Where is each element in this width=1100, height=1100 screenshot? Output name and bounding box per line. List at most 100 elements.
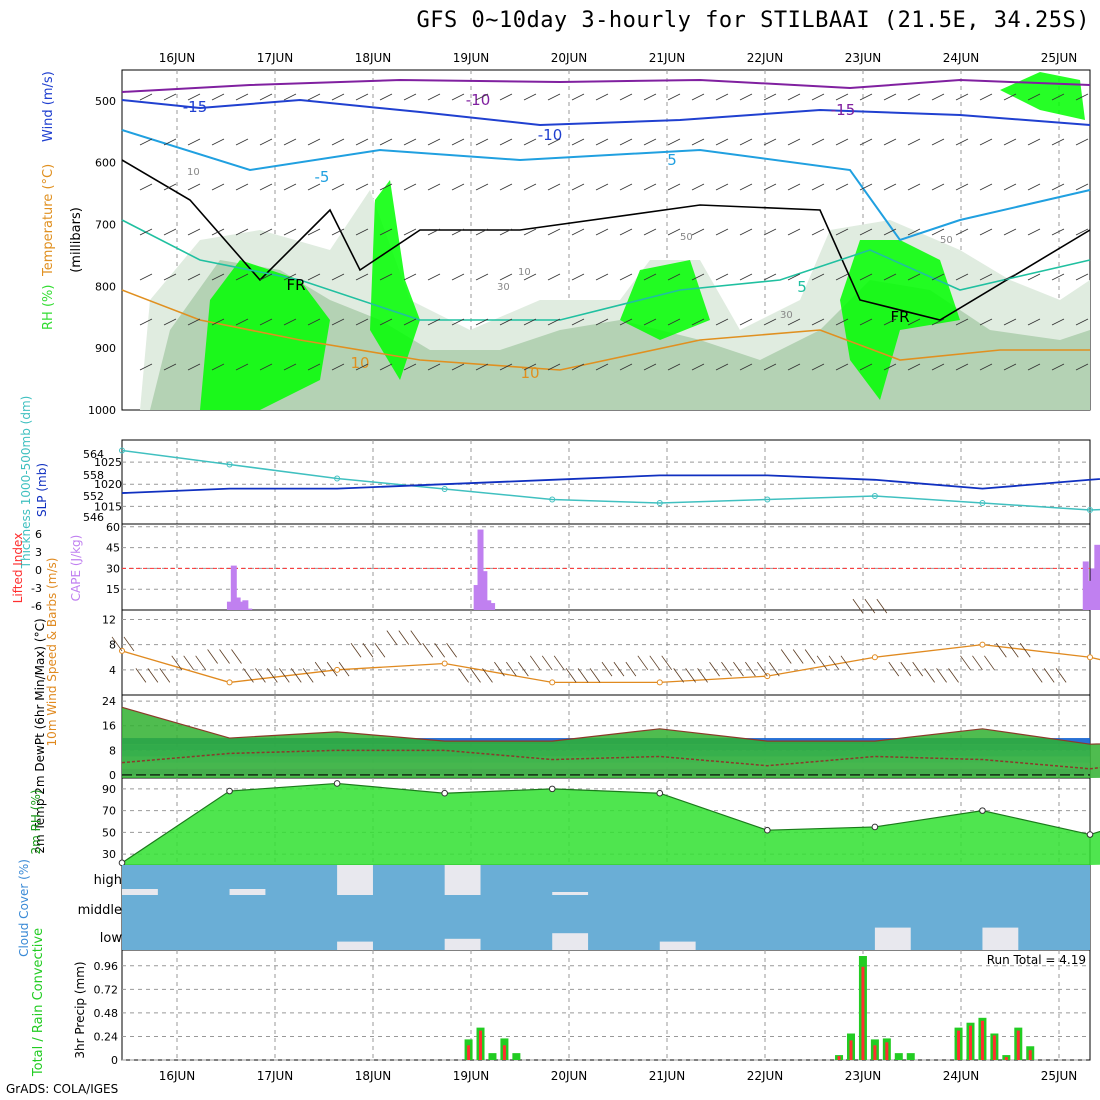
upper-wind-barb bbox=[571, 93, 585, 101]
wind-speed-line bbox=[121, 643, 1100, 684]
upper-wind-barb bbox=[1027, 93, 1041, 101]
upper-wind-barb bbox=[619, 228, 633, 236]
upper-wind-barb bbox=[163, 273, 177, 281]
upper-wind-barb bbox=[499, 93, 513, 101]
wind-tick-label: 12 bbox=[102, 613, 116, 626]
upper-wind-barb bbox=[403, 273, 417, 281]
upper-wind-barb bbox=[907, 228, 921, 236]
upper-wind-barb bbox=[859, 273, 873, 281]
wind-barb bbox=[972, 655, 983, 671]
upper-wind-barb bbox=[331, 318, 345, 326]
upper-wind-barb bbox=[979, 183, 993, 191]
upper-wind-barb bbox=[835, 273, 849, 281]
upper-wind-barb bbox=[355, 228, 369, 236]
upper-wind-barb bbox=[1027, 183, 1041, 191]
date-label-top: 18JUN bbox=[355, 51, 392, 65]
cape-bar bbox=[481, 571, 488, 610]
upper-wind-barb bbox=[475, 93, 489, 101]
upper-wind-barb bbox=[1027, 318, 1041, 326]
upper-wind-barb bbox=[907, 363, 921, 371]
cape-bar bbox=[1082, 561, 1089, 610]
upper-wind-barb bbox=[259, 363, 273, 371]
wind-barb bbox=[984, 655, 995, 671]
upper-wind-barb bbox=[283, 363, 297, 371]
temp-tick-label: 8 bbox=[109, 744, 116, 757]
wind-barb bbox=[374, 642, 386, 658]
upper-wind-barb bbox=[979, 93, 993, 101]
upper-wind-barb bbox=[931, 318, 945, 326]
precip-convective-bar bbox=[957, 1030, 961, 1060]
precip-convective-bar bbox=[980, 1020, 984, 1060]
precip-convective-bar bbox=[837, 1056, 841, 1060]
date-label-top: 17JUN bbox=[257, 51, 294, 65]
precip-tick-label: 0.96 bbox=[94, 960, 119, 973]
upper-wind-barb bbox=[595, 138, 609, 146]
upper-wind-barb bbox=[667, 273, 681, 281]
wind-barb bbox=[553, 655, 565, 671]
temp-ylabel: 2m Temp 2m DewPt (6hr Min/Max) (°C) bbox=[33, 618, 47, 853]
upper-wind-barb bbox=[475, 183, 489, 191]
upper-wind-barb bbox=[1075, 183, 1089, 191]
upper-wind-barb bbox=[355, 363, 369, 371]
cape-bar bbox=[242, 600, 249, 610]
wind-barb bbox=[960, 655, 971, 671]
upper-wind-barb bbox=[259, 93, 273, 101]
upper-wind-barb bbox=[955, 318, 969, 326]
upper-wind-barb bbox=[811, 138, 825, 146]
upper-wind-barb bbox=[739, 318, 753, 326]
wind-barb bbox=[661, 655, 673, 671]
upper-wind-barb bbox=[403, 138, 417, 146]
upper-wind-barb bbox=[307, 273, 321, 281]
upper-wind-barb bbox=[187, 273, 201, 281]
pressure-tick-label: 900 bbox=[95, 342, 116, 355]
temp-contour-minus10 bbox=[121, 98, 1091, 127]
lifted-tick-label: 3 bbox=[35, 546, 42, 559]
wind-barb bbox=[900, 661, 912, 677]
upper-wind-barb bbox=[427, 273, 441, 281]
upper-wind-barb bbox=[187, 183, 201, 191]
contour-label: -15 bbox=[831, 101, 856, 119]
rh-tick-label: 90 bbox=[102, 783, 116, 796]
upper-wind-barb bbox=[235, 363, 249, 371]
thickness-point bbox=[1087, 507, 1093, 513]
upper-wind-barb bbox=[595, 228, 609, 236]
slp-tick-label: 1015 bbox=[94, 500, 122, 513]
contour-label: 5 bbox=[667, 151, 677, 169]
upper-wind-barb bbox=[883, 93, 897, 101]
upper-wind-barb bbox=[643, 138, 657, 146]
upper-wind-barb bbox=[859, 138, 873, 146]
wind-barb bbox=[721, 661, 732, 677]
upper-wind-barb bbox=[283, 138, 297, 146]
rh-tick-label: 70 bbox=[102, 805, 116, 818]
upper-wind-barb bbox=[283, 318, 297, 326]
wind-barb bbox=[171, 655, 183, 671]
contour-label: -15 bbox=[183, 98, 208, 116]
lifted-tick-label: 0 bbox=[35, 564, 42, 577]
precip-convective-bar bbox=[873, 1045, 877, 1060]
wind-barb bbox=[529, 655, 541, 671]
upper-wind-barb bbox=[907, 318, 921, 326]
rh-contour-label: 30 bbox=[780, 310, 793, 321]
upper-wind-barb bbox=[883, 138, 897, 146]
wind-barb bbox=[625, 661, 637, 677]
upper-wind-barb bbox=[547, 93, 561, 101]
upper-wind-barb bbox=[403, 228, 417, 236]
rh-point bbox=[333, 780, 341, 787]
upper-wind-barb bbox=[499, 228, 513, 236]
upper-wind-barb bbox=[1075, 228, 1089, 236]
upper-wind-barb bbox=[715, 273, 729, 281]
upper-wind-barb bbox=[739, 273, 753, 281]
cloud-cover-block bbox=[659, 941, 696, 950]
thickness-tick-label: 552 bbox=[83, 490, 104, 503]
upper-wind-barb bbox=[859, 228, 873, 236]
rh-point bbox=[548, 785, 556, 793]
date-label-bottom: 18JUN bbox=[355, 1069, 392, 1083]
upper-wind-barb bbox=[523, 93, 537, 101]
upper-wind-barb bbox=[523, 318, 537, 326]
wind-barb bbox=[673, 668, 685, 683]
upper-wind-barb bbox=[403, 93, 417, 101]
rh-contour-label: 50 bbox=[940, 235, 953, 246]
wind-barb bbox=[757, 661, 768, 677]
slp-line bbox=[121, 474, 1100, 494]
upper-wind-barb bbox=[499, 138, 513, 146]
